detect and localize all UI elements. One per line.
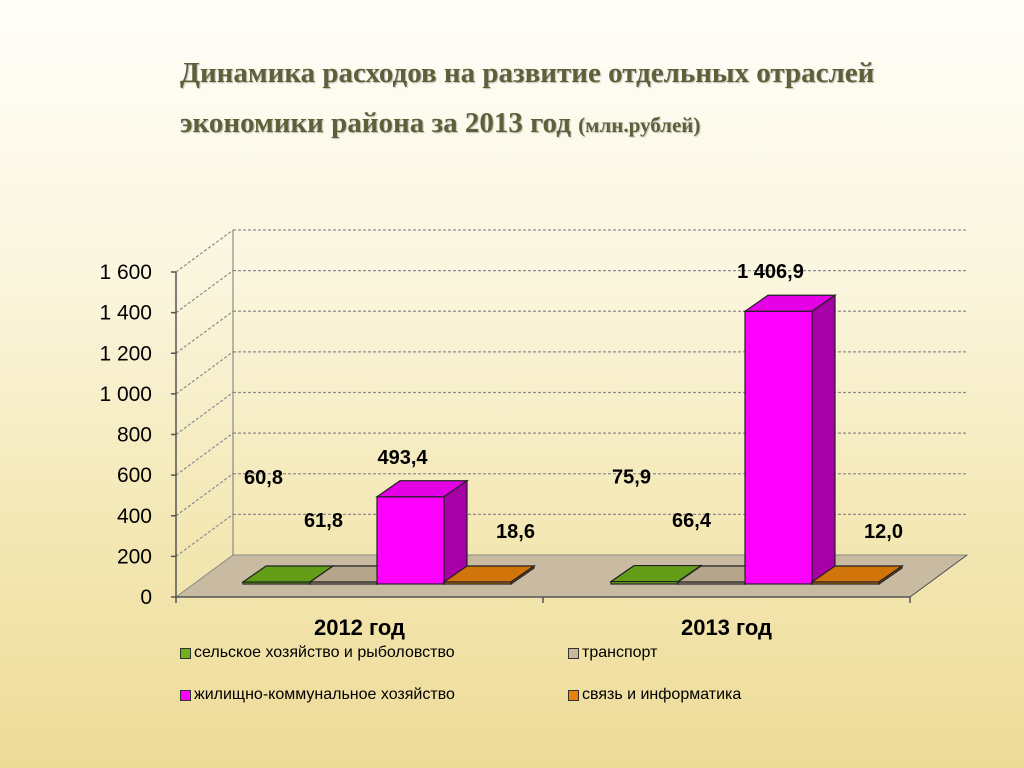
y-tick-label: 1 400 bbox=[99, 302, 152, 325]
data-label: 493,4 bbox=[377, 447, 428, 469]
chart-title-units: (млн.рублей) bbox=[578, 113, 701, 137]
chart-title-main: Динамика расходов на развитие отдельных … bbox=[180, 57, 875, 139]
legend-label: сельское хозяйство и рыболовство bbox=[194, 644, 455, 661]
data-label: 61,8 bbox=[304, 510, 343, 532]
legend-item: транспорт bbox=[568, 644, 657, 662]
legend-label: транспорт bbox=[582, 644, 658, 661]
gridline-depth bbox=[175, 270, 234, 314]
bar-front bbox=[376, 496, 445, 585]
bar-side bbox=[878, 564, 903, 586]
gridline-depth bbox=[175, 310, 234, 354]
y-tick-label: 1 600 bbox=[99, 261, 152, 284]
gridline-depth bbox=[175, 229, 234, 273]
legend-item: связь и информатика bbox=[568, 686, 741, 704]
data-label: 66,4 bbox=[672, 510, 712, 532]
legend-swatch bbox=[180, 647, 191, 659]
y-tick-label: 800 bbox=[117, 424, 152, 447]
y-tick-label: 400 bbox=[117, 505, 152, 528]
legend-label: связь и информатика bbox=[582, 686, 742, 703]
legend-item: жилищно-коммунальное хозяйство bbox=[180, 686, 455, 704]
bar-side bbox=[510, 564, 535, 586]
legend-swatch bbox=[568, 647, 579, 659]
chart-title: Динамика расходов на развитие отдельных … bbox=[180, 48, 980, 150]
y-tick-label: 0 bbox=[140, 586, 152, 609]
bar-side bbox=[811, 294, 836, 586]
category-label: 2012 год bbox=[314, 615, 405, 640]
y-tick-label: 1 200 bbox=[99, 342, 152, 365]
data-label: 18,6 bbox=[496, 521, 535, 543]
gridline-depth bbox=[175, 351, 234, 395]
legend-label: жилищно-коммунальное хозяйство bbox=[194, 686, 455, 703]
chart-legend: сельское хозяйство и рыболовство транспор… bbox=[180, 640, 980, 720]
y-tick-label: 600 bbox=[117, 464, 152, 487]
data-label: 12,0 bbox=[864, 521, 903, 543]
gridline-depth bbox=[175, 513, 234, 557]
legend-swatch bbox=[568, 689, 579, 701]
category-label: 2013 год bbox=[681, 615, 772, 640]
data-label: 1 406,9 bbox=[737, 261, 804, 283]
gridline-depth bbox=[175, 392, 234, 435]
data-label: 75,9 bbox=[612, 467, 651, 489]
gridline-depth bbox=[175, 432, 234, 476]
y-tick-label: 200 bbox=[117, 545, 152, 568]
gridline-depth bbox=[175, 473, 234, 517]
bar-front bbox=[744, 310, 813, 585]
legend-swatch bbox=[180, 689, 191, 701]
x-axis-depth bbox=[909, 554, 968, 598]
legend-item: сельское хозяйство и рыболовство bbox=[180, 644, 455, 662]
data-label: 60,8 bbox=[244, 467, 283, 489]
y-tick-label: 1 000 bbox=[99, 383, 152, 406]
